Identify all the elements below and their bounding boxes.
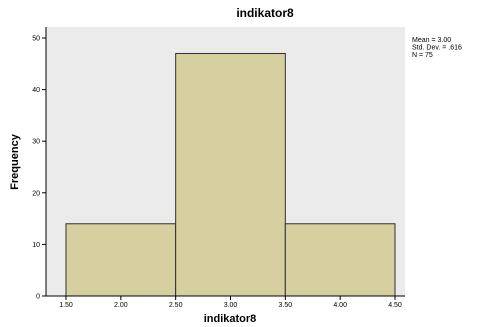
histogram-bar-2 — [175, 52, 286, 297]
y-tick-label: 50 — [32, 36, 40, 43]
stats-line: Mean = 3.00 — [412, 37, 451, 44]
x-tick-label: 4.50 — [388, 302, 402, 309]
x-axis-ticks: 1.50 2.00 2.50 3.00 3.50 4.00 4.50 — [59, 296, 402, 309]
stats-line: Std. Dev. = .616 — [412, 45, 462, 52]
histogram-bar-3 — [284, 223, 396, 297]
x-tick-label: 2.50 — [169, 302, 183, 309]
y-tick-label: 20 — [32, 190, 40, 197]
y-tick-label: 30 — [32, 139, 40, 146]
chart-title: indikator8 — [236, 6, 294, 20]
histogram-bars — [65, 52, 396, 297]
y-tick-label: 10 — [32, 242, 40, 249]
y-tick-label: 40 — [32, 87, 40, 94]
x-tick-label: 4.00 — [333, 302, 347, 309]
y-axis-label: Frequency — [9, 133, 21, 190]
x-tick-label: 2.00 — [114, 302, 128, 309]
x-tick-label: 3.50 — [279, 302, 293, 309]
x-tick-label: 3.00 — [224, 302, 238, 309]
stats-line: N = 75 — [412, 52, 433, 59]
x-tick-label: 1.50 — [59, 302, 73, 309]
x-axis-label: indikator8 — [204, 313, 257, 325]
y-tick-label: 0 — [36, 294, 40, 301]
histogram-bar-1 — [65, 223, 177, 297]
y-axis-ticks: 0 10 20 30 40 50 — [32, 36, 46, 301]
